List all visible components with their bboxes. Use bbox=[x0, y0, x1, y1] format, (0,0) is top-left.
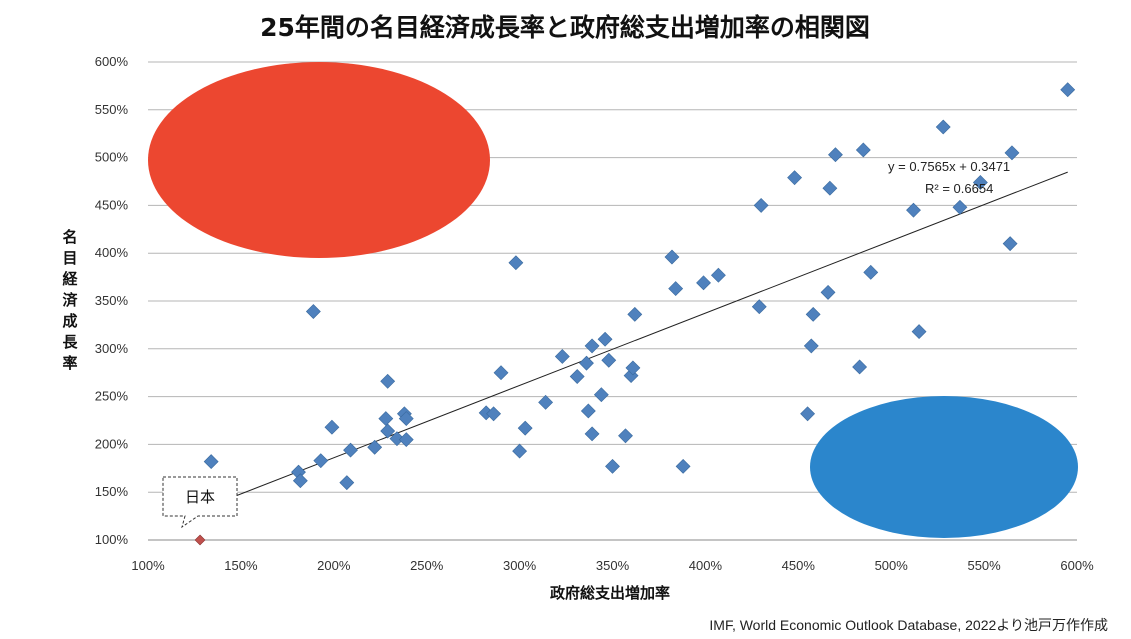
highlight-point bbox=[194, 534, 206, 546]
x-tick-label: 600% bbox=[1060, 558, 1094, 573]
y-tick-label: 100% bbox=[95, 532, 129, 547]
data-point bbox=[906, 202, 921, 218]
x-tick-label: 150% bbox=[224, 558, 258, 573]
data-point bbox=[554, 349, 570, 364]
data-point bbox=[203, 454, 219, 470]
x-tick-label: 450% bbox=[782, 558, 816, 573]
x-axis-label: 政府総支出増加率 bbox=[550, 584, 670, 602]
data-point bbox=[753, 197, 769, 213]
data-point bbox=[605, 458, 620, 474]
blue-overlay-ellipse bbox=[810, 396, 1078, 538]
data-point bbox=[1004, 145, 1020, 161]
y-axis-label: 名目経済成長率 bbox=[62, 228, 78, 372]
x-tick-label: 350% bbox=[596, 558, 630, 573]
data-point bbox=[569, 369, 585, 384]
data-point bbox=[822, 180, 838, 196]
x-tick-label: 550% bbox=[967, 558, 1001, 573]
overlay-shapes bbox=[148, 62, 1078, 538]
data-point bbox=[935, 119, 951, 135]
data-point bbox=[339, 475, 355, 491]
data-point bbox=[579, 355, 594, 371]
data-point bbox=[380, 373, 396, 389]
y-tick-label: 350% bbox=[95, 293, 129, 308]
data-point bbox=[805, 306, 821, 322]
data-point bbox=[486, 406, 502, 422]
data-point bbox=[1060, 82, 1076, 98]
y-tick-label: 150% bbox=[95, 484, 129, 499]
data-point bbox=[855, 142, 871, 158]
y-tick-label: 250% bbox=[95, 389, 129, 404]
y-tick-label: 450% bbox=[95, 197, 129, 212]
y-tick-labels: 100% 150% 200% 250% 300% 350% 400% 450% 500% 550%… bbox=[95, 54, 129, 547]
data-point bbox=[668, 281, 684, 296]
y-tick-label: 400% bbox=[95, 245, 129, 260]
x-tick-label: 100% bbox=[131, 558, 165, 573]
data-point bbox=[800, 406, 816, 422]
data-point bbox=[517, 420, 533, 436]
data-point bbox=[380, 423, 396, 439]
x-tick-label: 300% bbox=[503, 558, 537, 573]
data-point bbox=[398, 432, 414, 448]
data-point bbox=[820, 284, 836, 300]
data-point bbox=[952, 199, 968, 215]
data-point bbox=[696, 275, 711, 291]
x-tick-label: 250% bbox=[410, 558, 444, 573]
data-point bbox=[493, 365, 509, 381]
data-point bbox=[625, 360, 641, 376]
callout-label-japan: 日本 bbox=[185, 488, 215, 506]
data-point bbox=[751, 299, 767, 315]
japan-data-point bbox=[194, 534, 206, 546]
data-point bbox=[538, 394, 554, 410]
x-tick-label: 400% bbox=[689, 558, 723, 573]
data-point bbox=[618, 428, 633, 444]
data-point bbox=[584, 338, 600, 354]
data-point bbox=[803, 338, 819, 354]
data-point bbox=[512, 443, 528, 459]
y-tick-label: 600% bbox=[95, 54, 129, 69]
data-point bbox=[593, 387, 609, 403]
y-tick-label: 300% bbox=[95, 341, 129, 356]
trendline-equation: y = 0.7565x + 0.3471 bbox=[888, 159, 1010, 174]
x-tick-labels: 100% 150% 200% 250% 300% 350% 400% 450% 500% 550%… bbox=[131, 558, 1094, 573]
data-point bbox=[1002, 236, 1018, 252]
data-point bbox=[911, 324, 927, 340]
data-points bbox=[203, 82, 1076, 491]
y-tick-label: 200% bbox=[95, 436, 129, 451]
data-point bbox=[675, 458, 691, 474]
y-tick-label: 500% bbox=[95, 150, 129, 165]
trendline-r-squared: R² = 0.6654 bbox=[925, 181, 993, 196]
trendline bbox=[199, 171, 1068, 511]
data-point bbox=[787, 170, 803, 186]
x-tick-label: 200% bbox=[317, 558, 351, 573]
data-point bbox=[580, 403, 596, 419]
data-point bbox=[389, 431, 405, 447]
japan-callout: 日本 bbox=[162, 476, 238, 529]
data-point bbox=[398, 411, 414, 427]
red-overlay-ellipse bbox=[148, 62, 490, 258]
callout-box bbox=[162, 476, 238, 529]
data-point bbox=[863, 264, 879, 280]
data-point bbox=[343, 442, 358, 458]
data-point bbox=[664, 249, 680, 265]
data-point bbox=[324, 419, 340, 435]
data-point bbox=[601, 352, 617, 368]
data-point bbox=[852, 359, 868, 375]
chart-title: 25年間の名目経済成長率と政府総支出増加率の相関図 bbox=[260, 13, 870, 42]
data-point bbox=[627, 306, 643, 322]
data-point bbox=[305, 304, 321, 319]
data-point bbox=[710, 267, 726, 283]
x-tick-label: 500% bbox=[875, 558, 909, 573]
data-point bbox=[828, 147, 843, 163]
data-point bbox=[367, 439, 383, 455]
data-point bbox=[972, 175, 988, 190]
data-point bbox=[378, 411, 394, 427]
data-point bbox=[313, 453, 329, 469]
data-point bbox=[508, 255, 524, 271]
data-point bbox=[597, 331, 613, 347]
y-tick-label: 550% bbox=[95, 102, 129, 117]
data-point bbox=[292, 473, 308, 489]
source-note: IMF, World Economic Outlook Database, 20… bbox=[709, 617, 1108, 633]
data-point bbox=[584, 426, 600, 442]
